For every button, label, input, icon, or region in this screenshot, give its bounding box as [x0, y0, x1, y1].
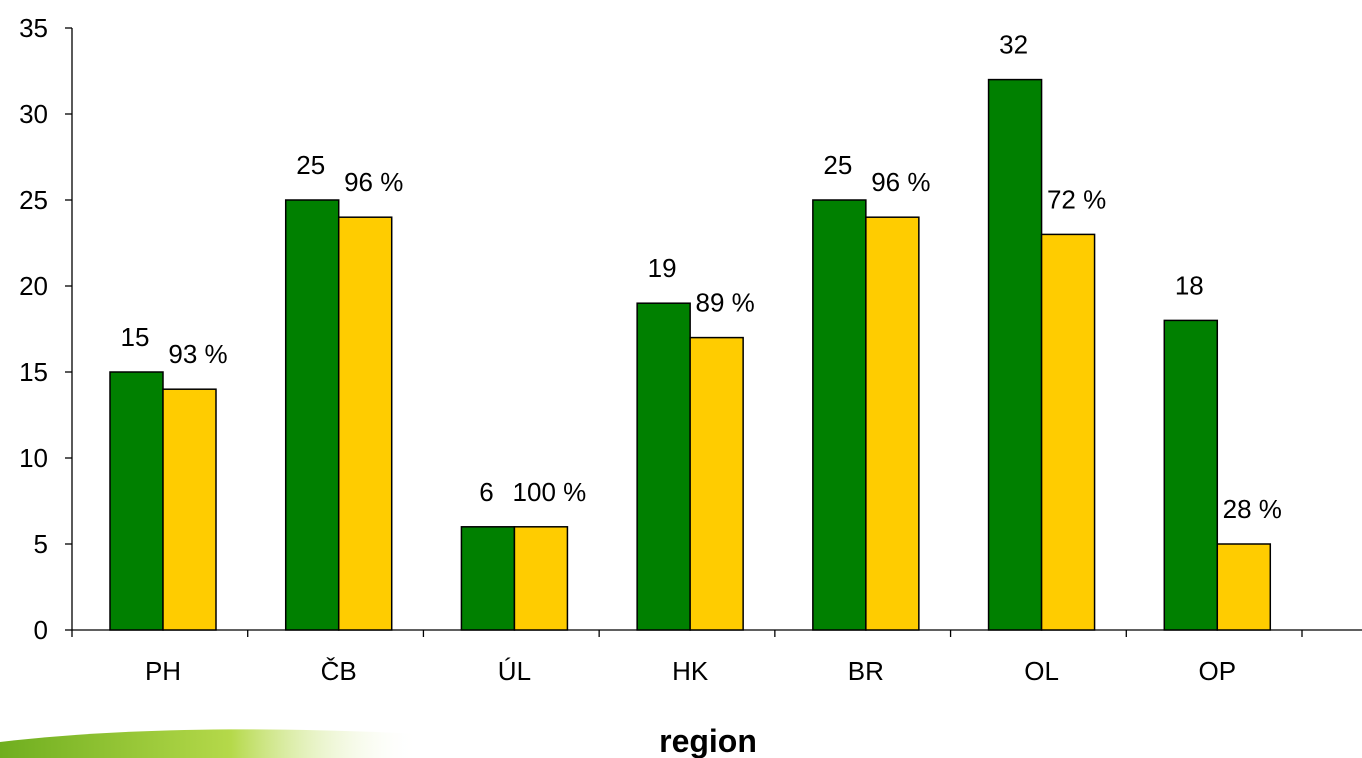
x-category-label: ÚL [498, 656, 531, 686]
data-label-series-1-BR: 25 [823, 150, 852, 180]
x-category-label: PH [145, 656, 181, 686]
bar-series-1-OL [987, 78, 1043, 631]
bar-series-2-ČB [337, 216, 393, 631]
y-tick-label: 10 [19, 443, 48, 473]
bar-series-1-BR [812, 199, 867, 631]
bar-series-2-BR [865, 216, 920, 631]
bar-series-1-ČB [284, 199, 340, 631]
x-category-label: HK [672, 656, 709, 686]
bar-series-1-PH [109, 371, 164, 631]
y-tick-label: 30 [19, 99, 48, 129]
x-category-label: BR [848, 656, 884, 686]
data-label-series-2-BR: 96 % [871, 167, 930, 197]
x-category-label: OL [1024, 656, 1059, 686]
y-tick-label: 5 [34, 529, 48, 559]
data-label-series-1-PH: 15 [121, 322, 150, 352]
y-tick-label: 20 [19, 271, 48, 301]
y-tick-label: 35 [19, 13, 48, 43]
data-label-series-1-OP: 18 [1175, 270, 1204, 300]
bar-series-1-ÚL [460, 526, 516, 631]
bar-series-2-OP [1216, 543, 1272, 631]
data-label-series-1-HK: 19 [648, 253, 677, 283]
data-label-series-1-ČB: 25 [296, 150, 325, 180]
y-tick-label: 25 [19, 185, 48, 215]
x-category-label: ČB [321, 656, 357, 686]
bar-series-1-OP [1163, 319, 1219, 631]
y-tick-label: 0 [34, 615, 48, 645]
decorative-swoosh [0, 729, 420, 758]
data-label-series-1-OL: 32 [999, 30, 1028, 60]
bar-series-2-PH [162, 388, 217, 631]
y-tick-label: 15 [19, 357, 48, 387]
bar-series-2-HK [689, 336, 744, 631]
data-label-series-2-ÚL: 100 % [513, 477, 587, 507]
data-label-series-1-ÚL: 6 [479, 477, 493, 507]
data-label-series-2-HK: 89 % [696, 288, 755, 318]
data-label-series-2-ČB: 96 % [344, 167, 403, 197]
x-category-label: OP [1198, 656, 1236, 686]
data-label-series-2-OL: 72 % [1047, 184, 1106, 214]
bar-series-2-ÚL [513, 526, 569, 631]
bar-series-2-OL [1040, 233, 1096, 631]
x-axis-title: region [659, 723, 757, 758]
bar-series-1-HK [636, 302, 691, 631]
data-label-series-2-OP: 28 % [1223, 494, 1282, 524]
data-label-series-2-PH: 93 % [168, 339, 227, 369]
